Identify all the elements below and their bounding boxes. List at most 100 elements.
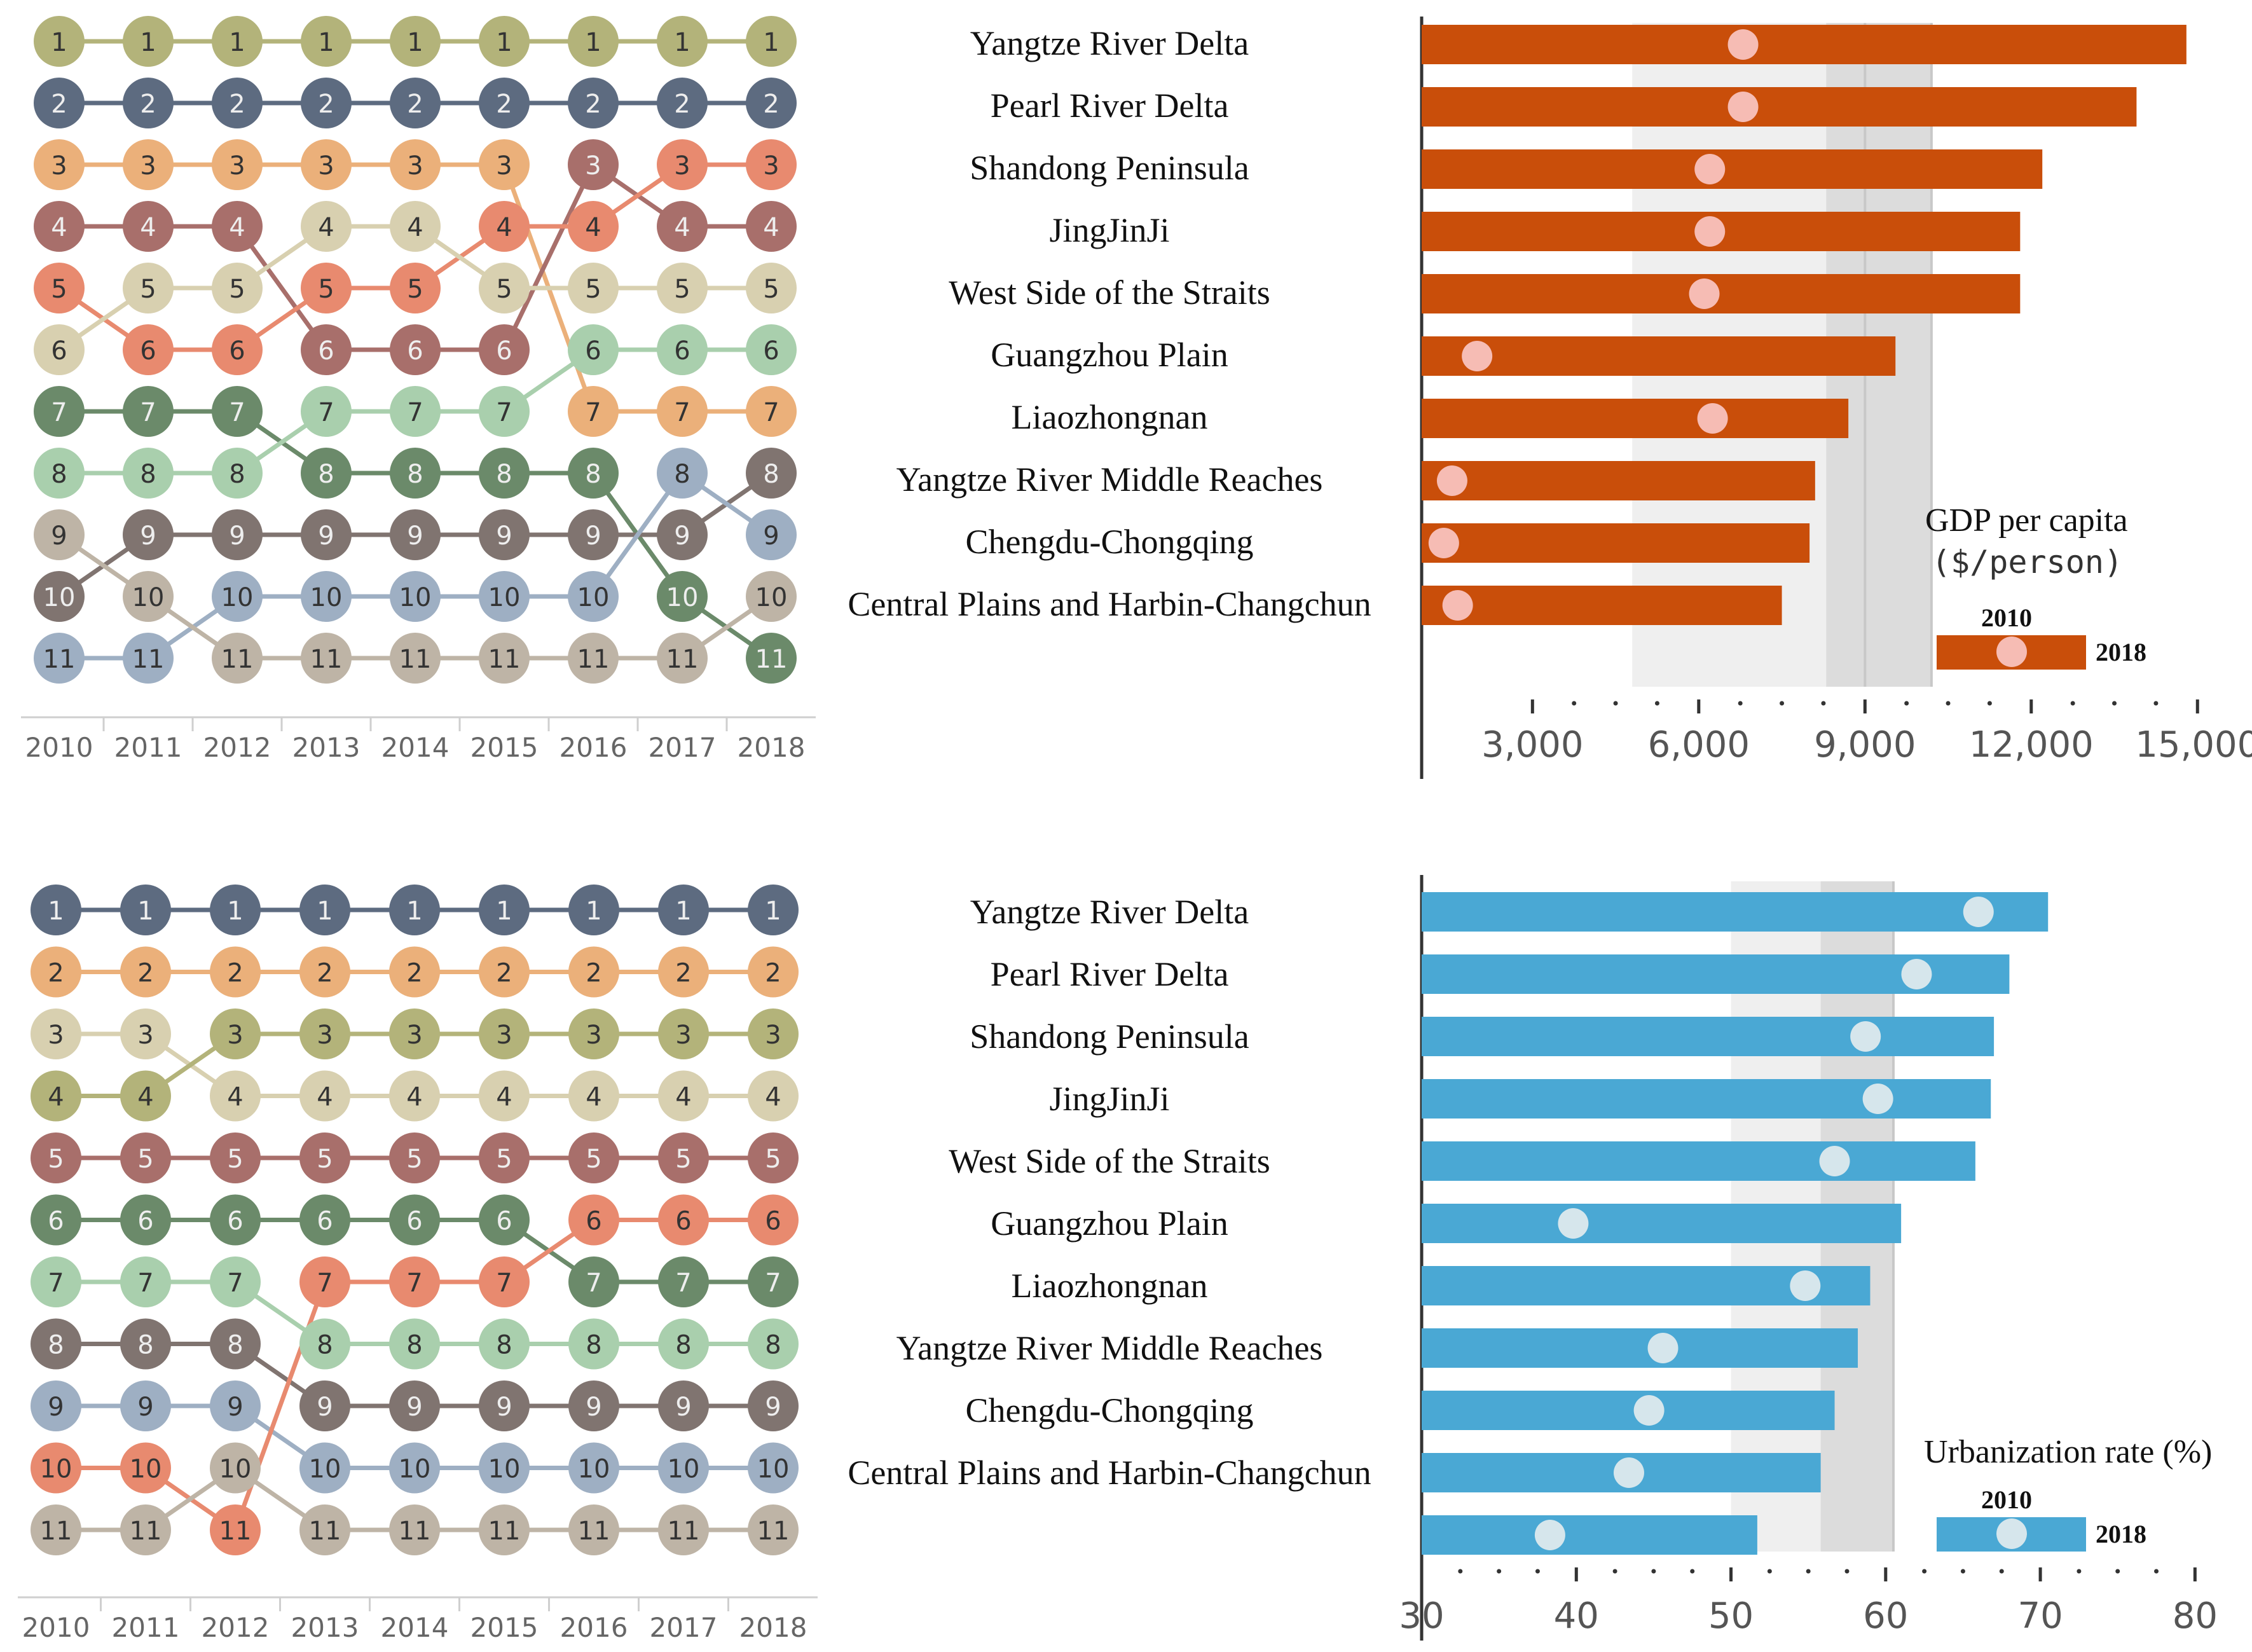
bump-rank-label: 4 bbox=[675, 1083, 691, 1112]
bump-node bbox=[301, 139, 352, 190]
bump-node bbox=[390, 571, 441, 622]
bump-node bbox=[120, 1442, 171, 1494]
bump-node bbox=[746, 16, 797, 67]
bump-rank-label: 9 bbox=[51, 521, 67, 551]
bump-rank-label: 6 bbox=[407, 336, 423, 366]
bump-node bbox=[389, 1442, 440, 1494]
bump-line bbox=[59, 161, 771, 352]
bump-rank-label: 9 bbox=[229, 521, 245, 551]
bump-rank-label: 9 bbox=[227, 1393, 243, 1422]
bump-rank-label: 7 bbox=[496, 398, 512, 427]
bump-rank-label: 6 bbox=[229, 336, 245, 366]
bump-node bbox=[658, 885, 709, 935]
bump-rank-label: 2 bbox=[496, 90, 512, 119]
bump-node bbox=[299, 1194, 350, 1246]
bump-node bbox=[389, 946, 440, 998]
bump-node bbox=[123, 633, 174, 684]
bump-rank-label: 1 bbox=[317, 897, 333, 926]
bump-rank-label: 2 bbox=[51, 90, 67, 119]
bump-rank-label: 11 bbox=[399, 1517, 431, 1546]
bump-rank-label: 9 bbox=[675, 1393, 691, 1422]
bump-node bbox=[210, 1256, 261, 1307]
dot-2010 bbox=[1727, 92, 1759, 122]
bump-node bbox=[479, 263, 530, 313]
x-axis-minor-tick bbox=[1821, 701, 1826, 706]
bump-rank-label: 11 bbox=[43, 645, 76, 674]
bar-2018 bbox=[1422, 25, 2187, 64]
region-label: West Side of the Straits bbox=[949, 1142, 1270, 1180]
bump-node bbox=[657, 263, 708, 313]
bump-rank-label: 2 bbox=[585, 90, 601, 119]
bump-node bbox=[748, 1256, 799, 1307]
bump-node bbox=[299, 1504, 350, 1555]
bump-rank-label: 7 bbox=[318, 398, 334, 427]
bump-rank-label: 5 bbox=[407, 275, 423, 304]
dot-2010 bbox=[1694, 216, 1726, 247]
year-tick-label: 2010 bbox=[25, 732, 93, 763]
bump-rank-label: 11 bbox=[666, 645, 699, 674]
bump-rank-label: 6 bbox=[227, 1207, 243, 1236]
bump-rank-label: 7 bbox=[586, 1269, 601, 1298]
year-tick-label: 2015 bbox=[470, 1612, 539, 1643]
bump-rank-label: 1 bbox=[229, 28, 245, 57]
bump-node bbox=[389, 1008, 440, 1059]
bump-rank-label: 5 bbox=[137, 1145, 153, 1174]
bump-node bbox=[123, 571, 174, 622]
year-tick-label: 2013 bbox=[292, 732, 360, 763]
bump-rank-label: 11 bbox=[668, 1517, 700, 1546]
bump-rank-label: 11 bbox=[130, 1517, 162, 1546]
region-label: Yangtze River Delta bbox=[970, 893, 1249, 931]
x-axis-minor-tick bbox=[1654, 701, 1659, 706]
bump-rank-label: 3 bbox=[227, 1021, 243, 1050]
bump-node bbox=[658, 1442, 709, 1494]
x-tick-label: 70 bbox=[2017, 1595, 2063, 1637]
bump-node bbox=[390, 386, 441, 437]
bump-node bbox=[479, 1132, 530, 1183]
bar-2018 bbox=[1422, 523, 1810, 563]
bump-rank-label: 1 bbox=[407, 28, 423, 57]
region-label: Pearl River Delta bbox=[991, 86, 1229, 125]
bar-2018 bbox=[1422, 892, 2049, 932]
bump-rank-label: 6 bbox=[585, 336, 601, 366]
dot-2010 bbox=[1647, 1333, 1679, 1363]
bump-node bbox=[746, 263, 797, 313]
bump-node bbox=[34, 633, 85, 684]
bump-node bbox=[748, 1070, 799, 1122]
bump-node bbox=[212, 448, 263, 499]
bar-2018 bbox=[1422, 1391, 1835, 1430]
bump-node bbox=[34, 448, 85, 499]
bump-node bbox=[120, 1194, 171, 1246]
bump-rank-label: 9 bbox=[317, 1393, 333, 1422]
bump-rank-label: 7 bbox=[765, 1269, 781, 1298]
x-axis-minor-tick bbox=[1999, 1569, 2004, 1574]
bump-rank-label: 1 bbox=[406, 897, 422, 926]
year-tick-label: 2011 bbox=[112, 1612, 180, 1643]
bump-node bbox=[301, 78, 352, 128]
bump-rank-label: 4 bbox=[140, 213, 156, 242]
bump-node bbox=[120, 885, 171, 935]
bump-node bbox=[748, 1132, 799, 1183]
bump-rank-label: 1 bbox=[585, 28, 601, 57]
bump-rank-label: 8 bbox=[229, 460, 245, 489]
bump-node bbox=[31, 1256, 81, 1307]
bump-node bbox=[479, 139, 530, 190]
bump-node bbox=[568, 1256, 619, 1307]
bump-rank-label: 2 bbox=[137, 959, 153, 988]
bump-node bbox=[657, 633, 708, 684]
bump-rank-label: 2 bbox=[765, 959, 781, 988]
x-axis-minor-tick bbox=[1458, 1569, 1463, 1574]
bump-node bbox=[479, 885, 530, 935]
region-label: Shandong Peninsula bbox=[970, 1017, 1249, 1056]
bump-node bbox=[210, 1380, 261, 1431]
bump-rank-label: 8 bbox=[51, 460, 67, 489]
bump-node bbox=[658, 1008, 709, 1059]
bump-node bbox=[658, 1318, 709, 1370]
legend-title: GDP per capita bbox=[1925, 502, 2128, 539]
bump-node bbox=[212, 324, 263, 375]
bump-node bbox=[123, 324, 174, 375]
bump-rank-label: 5 bbox=[585, 275, 601, 304]
bump-node bbox=[568, 78, 619, 128]
bump-node bbox=[389, 1194, 440, 1246]
bump-rank-label: 11 bbox=[755, 645, 788, 674]
